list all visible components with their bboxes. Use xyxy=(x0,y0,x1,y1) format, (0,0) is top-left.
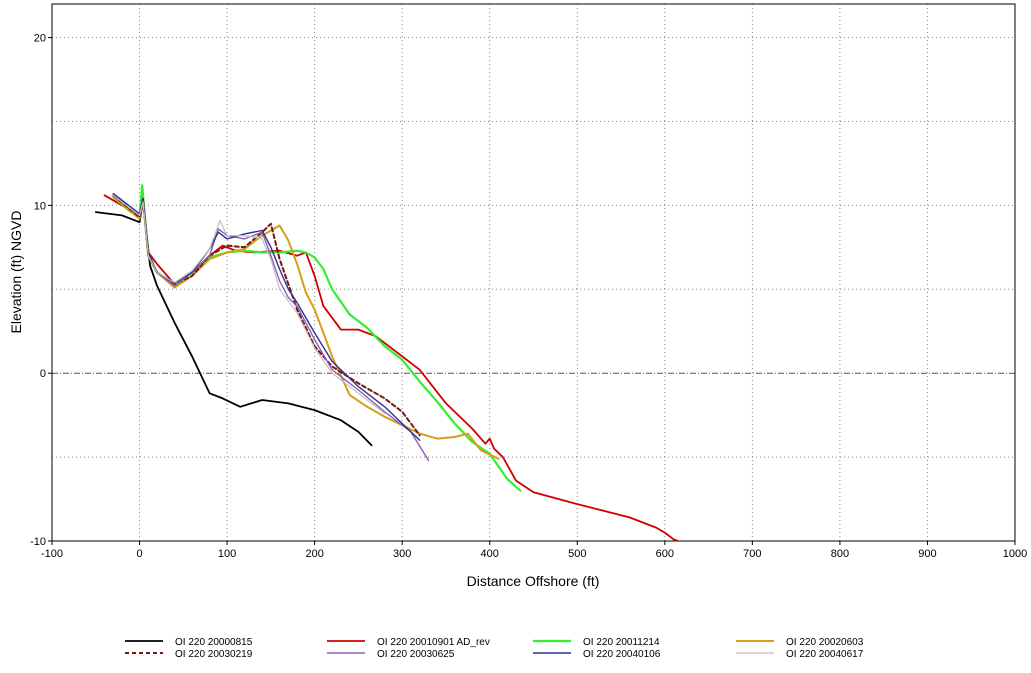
x-tick-label: -100 xyxy=(41,548,63,560)
x-tick-label: 400 xyxy=(481,548,499,560)
x-tick-label: 200 xyxy=(305,548,323,560)
y-tick-label: 0 xyxy=(40,368,46,380)
legend-label: OI 220 20010901 AD_rev xyxy=(377,637,490,648)
legend-label: OI 220 20020603 xyxy=(786,637,864,648)
legend-label: OI 220 20011214 xyxy=(583,637,660,648)
series-line-6 xyxy=(112,194,430,462)
legend-item: OI 220 20020603 xyxy=(736,637,864,648)
legend-label: OI 220 20040106 xyxy=(583,649,661,660)
legend-item: OI 220 20011214 xyxy=(533,637,660,648)
x-tick-label: 700 xyxy=(743,548,761,560)
series-line-5 xyxy=(112,194,421,437)
x-axis-label: Distance Offshore (ft) xyxy=(467,573,600,589)
y-tick-label: 10 xyxy=(34,200,46,212)
series-line-8 xyxy=(112,194,386,415)
y-axis-label: Elevation (ft) NGVD xyxy=(8,211,24,334)
legend-item: OI 220 20000815 xyxy=(125,637,253,648)
legend-item: OI 220 20040617 xyxy=(736,649,864,660)
x-tick-label: 500 xyxy=(568,548,586,560)
x-tick-label: 900 xyxy=(918,548,936,560)
series-line-7 xyxy=(112,192,421,441)
x-tick-label: 0 xyxy=(136,548,142,560)
series-line-1 xyxy=(94,201,373,447)
x-tick-label: 800 xyxy=(831,548,849,560)
series-lines xyxy=(94,184,679,542)
x-tick-label: 1000 xyxy=(1003,548,1027,560)
x-tick-label: 100 xyxy=(218,548,236,560)
y-tick-label: 20 xyxy=(34,33,46,45)
series-line-2 xyxy=(103,194,679,542)
legend-label: OI 220 20000815 xyxy=(175,637,253,648)
legend-item: OI 220 20030625 xyxy=(327,649,455,660)
x-tick-label: 600 xyxy=(656,548,674,560)
plot-frame xyxy=(51,3,1016,542)
legend-item: OI 220 20010901 AD_rev xyxy=(327,637,490,648)
y-tick-label: -10 xyxy=(30,536,46,548)
axis-ticks: -100 0 100 200 300 400 500 600 700 800 900 1000-100… xyxy=(30,33,1027,560)
legend-item: OI 220 20040106 xyxy=(533,649,661,660)
x-tick-label: 300 xyxy=(393,548,411,560)
legend-label: OI 220 20030625 xyxy=(377,649,455,660)
grid xyxy=(52,4,1015,541)
series-line-3 xyxy=(112,184,522,492)
legend-label: OI 220 20030219 xyxy=(175,649,253,660)
legend-item: OI 220 20030219 xyxy=(125,649,253,660)
legend-label: OI 220 20040617 xyxy=(786,649,864,660)
legend: OI 220 20000815 OI 220 20010901 AD_rev OI … xyxy=(125,637,864,660)
